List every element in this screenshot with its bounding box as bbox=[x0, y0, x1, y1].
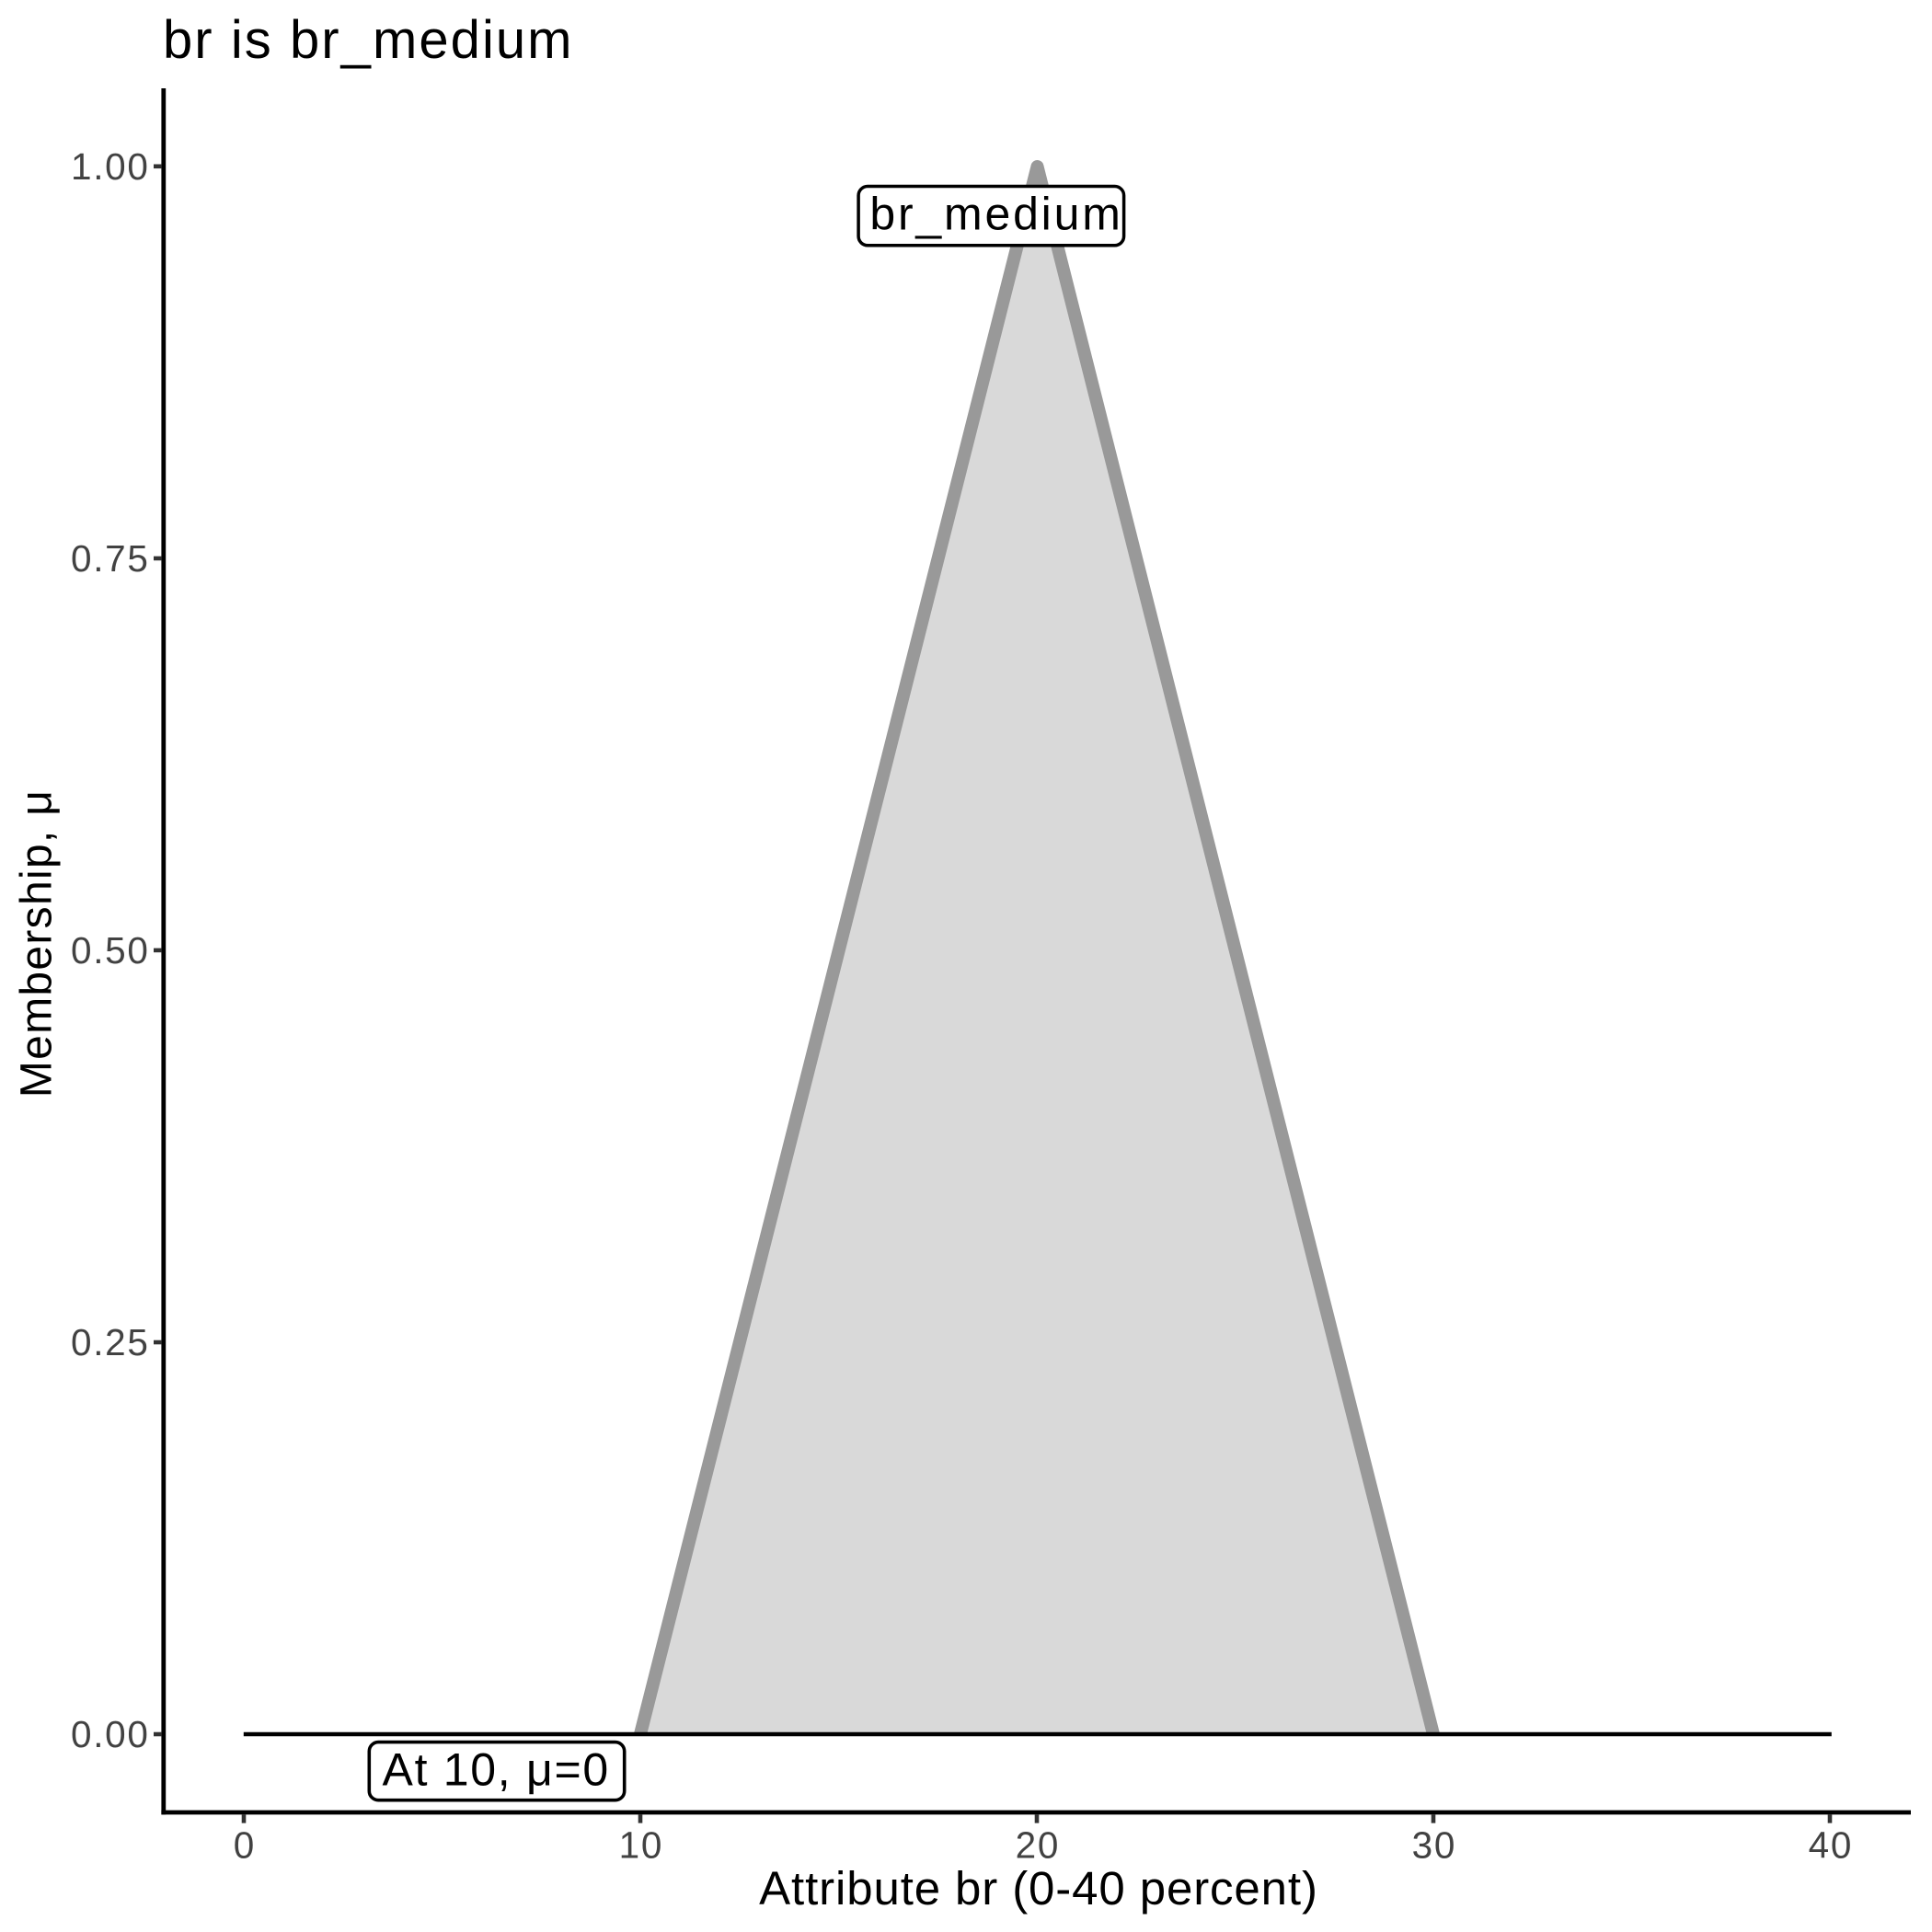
svg-text:0.50: 0.50 bbox=[71, 929, 150, 972]
svg-text:1.00: 1.00 bbox=[71, 145, 150, 188]
svg-text:0.75: 0.75 bbox=[71, 537, 150, 580]
svg-text:0: 0 bbox=[234, 1824, 256, 1867]
svg-text:40: 40 bbox=[1809, 1824, 1853, 1867]
svg-text:Attribute br (0-40 percent): Attribute br (0-40 percent) bbox=[759, 1862, 1318, 1915]
svg-text:Membership, μ: Membership, μ bbox=[13, 789, 62, 1098]
svg-text:20: 20 bbox=[1016, 1824, 1060, 1867]
svg-text:At 10, μ=0: At 10, μ=0 bbox=[383, 1743, 610, 1795]
svg-text:0.00: 0.00 bbox=[71, 1713, 150, 1755]
svg-text:30: 30 bbox=[1412, 1824, 1456, 1867]
svg-text:0.25: 0.25 bbox=[71, 1321, 150, 1363]
svg-text:10: 10 bbox=[619, 1824, 663, 1867]
svg-text:br_medium: br_medium bbox=[869, 188, 1122, 239]
svg-text:br is br_medium: br is br_medium bbox=[163, 10, 574, 70]
